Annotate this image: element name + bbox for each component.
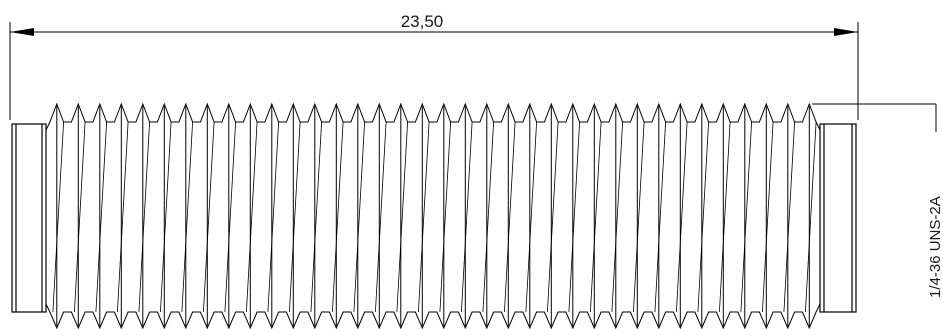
thread-root-line xyxy=(117,121,129,313)
thread-root-line xyxy=(396,121,408,313)
thread-root-line xyxy=(74,121,86,313)
thread-root-line xyxy=(805,121,817,313)
thread-root-line xyxy=(719,121,731,313)
thread-root-line xyxy=(224,121,236,313)
thread-root-line xyxy=(138,121,150,313)
thread-root-line xyxy=(439,121,451,313)
thread-root-line xyxy=(246,121,258,313)
thread-root-line xyxy=(181,121,193,313)
overall-length-dimension: 23,50 xyxy=(401,12,444,31)
thread-root-line xyxy=(568,121,580,313)
left-end-shank xyxy=(11,123,47,313)
thread-root-line xyxy=(461,121,473,313)
thread-root-line xyxy=(418,121,430,313)
thread-root-line xyxy=(633,121,645,313)
thread-root-line xyxy=(590,121,602,313)
thread-root-line xyxy=(52,121,64,313)
thread-profile-bottom xyxy=(45,303,821,329)
dimension-arrow-left xyxy=(10,28,34,36)
threaded-body xyxy=(45,102,821,329)
thread-root-line xyxy=(783,121,795,313)
thread-root-line xyxy=(95,121,107,313)
thread-callout-leader xyxy=(812,103,937,132)
thread-root-line xyxy=(676,121,688,313)
thread-root-line xyxy=(654,121,666,313)
thread-root-line xyxy=(203,121,215,313)
thread-root-line xyxy=(697,121,709,313)
thread-specification-label: 1/4-36 UNS-2A xyxy=(927,196,943,298)
thread-root-line xyxy=(504,121,516,313)
thread-root-line xyxy=(740,121,752,313)
thread-root-line xyxy=(267,121,279,313)
thread-root-line xyxy=(611,121,623,313)
thread-root-line xyxy=(310,121,322,313)
right-end-shank xyxy=(819,123,857,313)
dimension-arrow-right xyxy=(834,28,858,36)
thread-root-line xyxy=(762,121,774,313)
thread-profile-top xyxy=(45,102,821,131)
thread-root-line xyxy=(525,121,537,313)
thread-root-line xyxy=(375,121,387,313)
thread-root-line xyxy=(332,121,344,313)
thread-root-line xyxy=(353,121,365,313)
thread-root-line xyxy=(547,121,559,313)
thread-root-line xyxy=(289,121,301,313)
thread-root-line xyxy=(482,121,494,313)
thread-root-line xyxy=(160,121,172,313)
